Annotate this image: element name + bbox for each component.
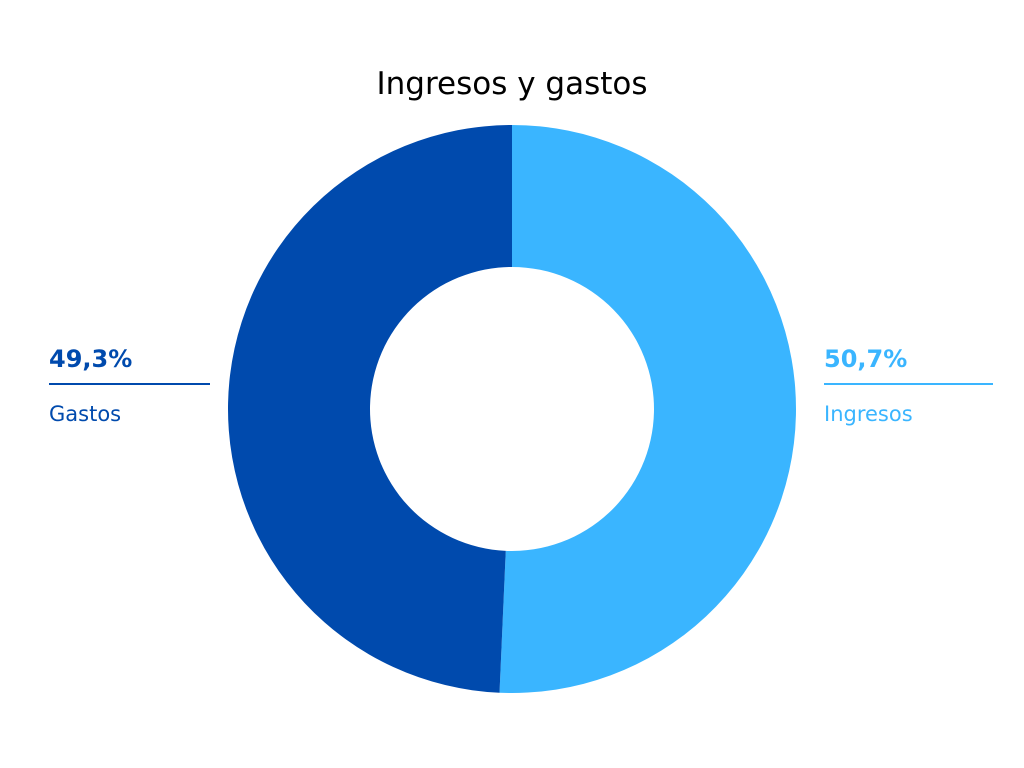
- slice-label-gastos: 49,3% Gastos: [49, 345, 210, 426]
- slice-percent-label: 49,3%: [49, 345, 132, 373]
- slice-name-label: Ingresos: [824, 402, 913, 426]
- slice-label-ingresos: 50,7% Ingresos: [824, 345, 993, 426]
- labels-layer: 50,7% Ingresos 49,3% Gastos: [49, 345, 993, 426]
- slice-name-label: Gastos: [49, 402, 121, 426]
- slice-gastos: [228, 125, 512, 693]
- slice-percent-label: 50,7%: [824, 345, 907, 373]
- slice-ingresos: [499, 125, 797, 693]
- slices-layer: [228, 125, 797, 693]
- chart-title: Ingresos y gastos: [376, 66, 647, 102]
